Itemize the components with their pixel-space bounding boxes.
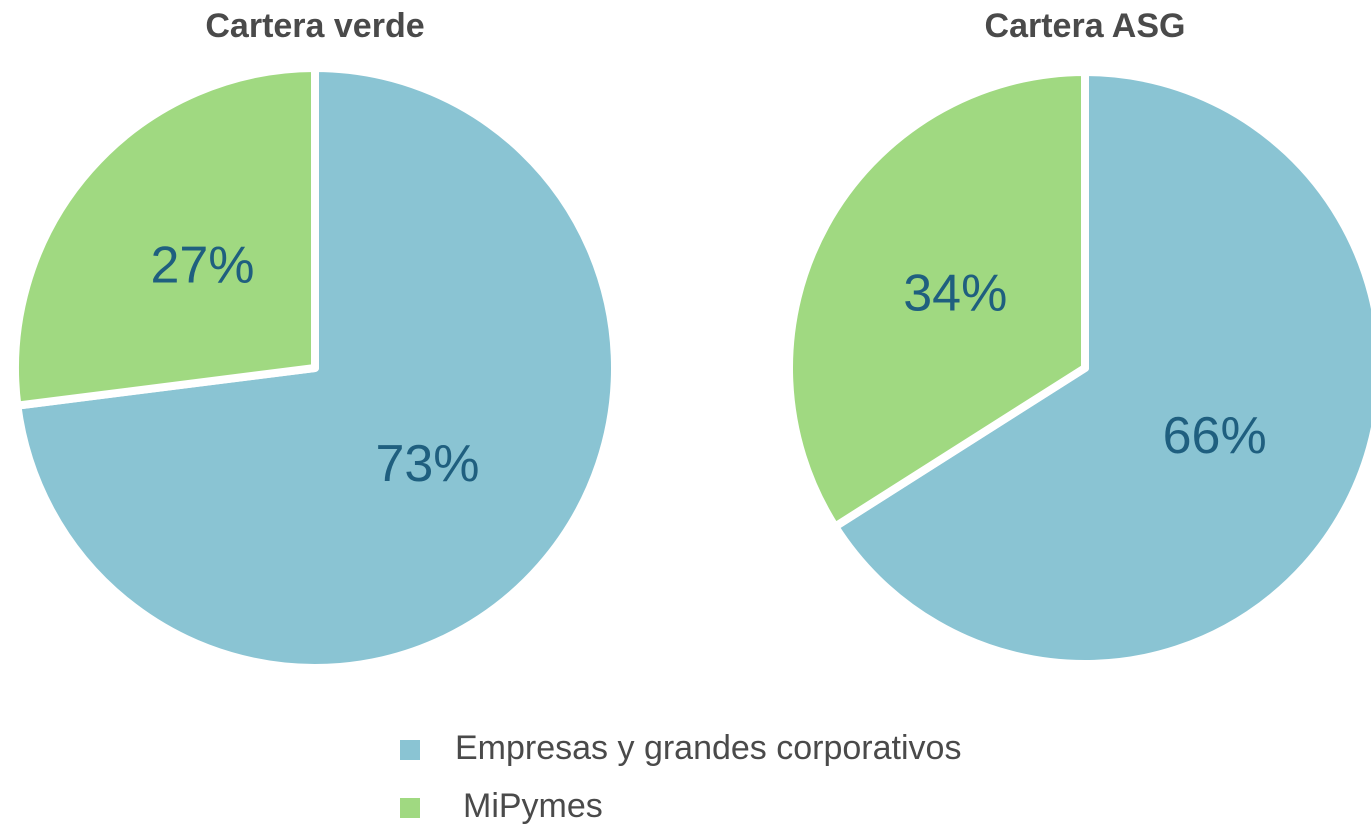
- chart-title: Cartera ASG: [985, 7, 1186, 45]
- pie-slice: [11, 64, 319, 410]
- legend-label: MiPymes: [463, 787, 603, 825]
- legend-label: Empresas y grandes corporativos: [455, 729, 961, 767]
- pie-slice: [785, 68, 1089, 531]
- value-label: 73%: [375, 435, 479, 493]
- legend-swatch: [400, 740, 420, 760]
- pie-slice: [831, 68, 1371, 668]
- value-label: 34%: [903, 264, 1007, 322]
- legend-swatch: [400, 798, 420, 818]
- value-label: 66%: [1163, 407, 1267, 465]
- value-label: 27%: [150, 237, 254, 295]
- chart-title: Cartera verde: [205, 7, 424, 45]
